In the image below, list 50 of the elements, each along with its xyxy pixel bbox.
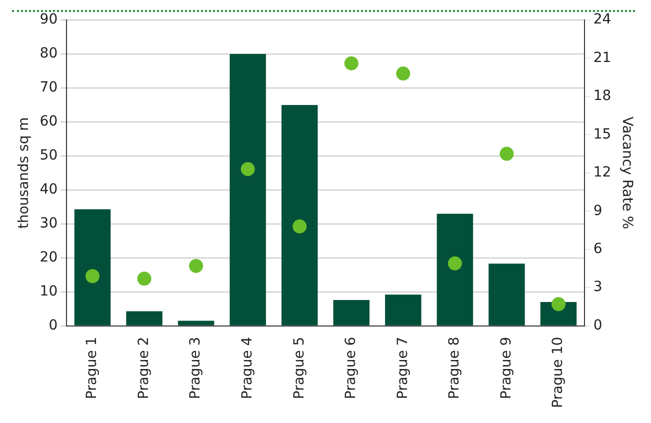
y-tick-label: 10 xyxy=(40,283,58,300)
point xyxy=(137,272,152,286)
y-tick-label: 50 xyxy=(40,148,58,164)
bar xyxy=(436,214,474,326)
y2-tick-label: 9 xyxy=(593,202,602,219)
point xyxy=(292,219,307,234)
y-tick-label: 70 xyxy=(40,80,58,96)
point xyxy=(551,297,566,312)
bar xyxy=(178,320,214,326)
bar xyxy=(333,300,370,326)
x-tick-label: Prague 9 xyxy=(498,336,514,400)
y-tick-label: 60 xyxy=(40,114,58,130)
x-tick-label: Prague 3 xyxy=(188,336,204,400)
x-tick-label: Prague 5 xyxy=(291,336,308,400)
y-tick-label: 30 xyxy=(40,216,58,232)
y2-tick-label: 18 xyxy=(593,88,612,104)
point xyxy=(396,66,410,81)
y2-tick-label: 15 xyxy=(593,126,612,142)
y2-tick-label: 12 xyxy=(593,164,612,181)
y-tick-label: 80 xyxy=(40,46,58,62)
y-tick-label: 0 xyxy=(48,317,58,334)
x-tick-label: Prague 2 xyxy=(136,336,152,400)
x-tick-label: Prague 7 xyxy=(394,336,411,400)
y2-tick-label: 21 xyxy=(593,50,612,66)
point xyxy=(344,56,358,70)
bar xyxy=(281,104,318,326)
point xyxy=(500,146,514,161)
y-tick-label: 90 xyxy=(40,12,58,28)
y2-tick-label: 24 xyxy=(593,12,612,28)
bar xyxy=(488,264,525,326)
y-axis-title: thousands sq m xyxy=(16,117,32,229)
bar xyxy=(385,294,422,326)
point xyxy=(240,162,255,176)
point xyxy=(86,269,100,284)
y2-tick-label: 6 xyxy=(593,241,602,258)
point xyxy=(189,258,204,273)
bar xyxy=(74,209,111,326)
y2-tick-label: 0 xyxy=(593,317,602,334)
x-tick-label: Prague 4 xyxy=(239,336,256,400)
x-tick-label: Prague 1 xyxy=(84,336,100,400)
bar xyxy=(126,311,162,326)
bar xyxy=(230,54,266,326)
y2-axis-title: Vacancy Rate % xyxy=(618,116,635,230)
y2-tick-label: 3 xyxy=(593,279,602,296)
x-tick-label: Prague 8 xyxy=(446,336,463,400)
x-tick-label: Prague 6 xyxy=(343,336,360,400)
y-tick-label: 20 xyxy=(40,250,58,266)
y-tick-label: 40 xyxy=(40,182,58,198)
point xyxy=(448,256,462,270)
x-tick-label: Prague 10 xyxy=(550,336,566,408)
